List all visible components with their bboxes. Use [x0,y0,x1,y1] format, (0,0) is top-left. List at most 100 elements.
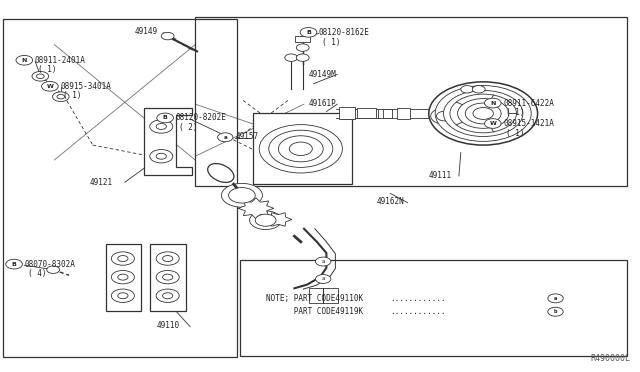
Circle shape [118,274,128,280]
Circle shape [156,153,166,159]
Text: a: a [321,276,325,282]
Text: 08915-1421A: 08915-1421A [503,119,554,128]
Circle shape [118,293,128,299]
Text: 49110: 49110 [157,321,180,330]
Bar [357,108,376,118]
Circle shape [118,256,128,262]
Circle shape [150,120,173,133]
Circle shape [289,142,312,155]
Text: N: N [490,100,495,106]
Circle shape [32,71,49,81]
Circle shape [218,133,233,142]
Text: 08120-8162E: 08120-8162E [319,28,369,37]
Bar [240,260,627,356]
Circle shape [431,108,459,124]
Bar [339,107,355,119]
Polygon shape [150,244,186,311]
Polygon shape [265,213,292,226]
Circle shape [163,256,173,262]
Circle shape [16,55,33,65]
Circle shape [458,99,509,128]
Text: 49149: 49149 [134,27,157,36]
Text: b: b [464,109,468,114]
Circle shape [436,111,453,121]
Circle shape [461,86,474,93]
Circle shape [156,252,179,265]
Text: W: W [47,84,53,89]
Circle shape [47,266,60,273]
Bar [195,17,627,186]
Circle shape [548,307,563,316]
Text: PART CODE49119K: PART CODE49119K [266,307,363,316]
Circle shape [465,103,501,124]
Text: B: B [306,30,311,35]
Bar [354,109,362,118]
Circle shape [161,32,174,40]
Circle shape [221,183,262,207]
Text: 49157: 49157 [236,132,259,141]
Text: ( 1): ( 1) [38,65,56,74]
Circle shape [228,187,255,203]
Bar [383,109,392,118]
Circle shape [473,108,493,119]
Circle shape [255,214,276,226]
FancyBboxPatch shape [253,113,352,184]
Circle shape [156,289,179,302]
Circle shape [156,270,179,284]
Circle shape [163,274,173,280]
Circle shape [36,74,44,78]
Circle shape [548,294,563,303]
FancyBboxPatch shape [295,36,310,42]
Text: 49149M: 49149M [309,70,337,79]
Ellipse shape [208,164,234,182]
Text: a: a [321,259,325,264]
Circle shape [444,90,523,137]
Text: b: b [554,309,557,314]
Circle shape [484,98,501,108]
Text: ( 1): ( 1) [63,92,82,100]
Circle shape [269,130,333,167]
Circle shape [156,124,166,129]
Circle shape [285,54,298,61]
Text: 49162N: 49162N [376,198,404,206]
Circle shape [6,259,22,269]
Text: ( 1): ( 1) [506,108,525,117]
Text: 49121: 49121 [90,178,113,187]
Text: ( 4): ( 4) [28,269,46,278]
Circle shape [300,28,317,37]
Circle shape [450,94,516,133]
Text: 08070-8302A: 08070-8302A [24,260,75,269]
Circle shape [57,94,65,99]
Text: W: W [490,121,496,126]
Text: 49111: 49111 [429,171,452,180]
Circle shape [296,44,309,51]
Bar [3,19,237,357]
Text: ( 1): ( 1) [506,129,525,138]
Text: a: a [554,296,557,301]
Circle shape [42,81,58,91]
Circle shape [316,275,331,283]
Text: B: B [12,262,17,267]
Circle shape [150,150,173,163]
Circle shape [163,293,173,299]
Circle shape [278,136,323,162]
Circle shape [259,125,342,173]
Circle shape [472,86,485,93]
Circle shape [316,257,331,266]
Bar [397,108,410,119]
Circle shape [111,289,134,302]
Text: ............: ............ [390,294,446,303]
Circle shape [52,92,69,102]
Bar [342,108,353,119]
Text: 49161P: 49161P [309,99,337,108]
Text: 08915-3401A: 08915-3401A [60,82,111,91]
Text: B: B [163,115,168,121]
Polygon shape [106,244,141,311]
Circle shape [429,82,538,145]
Circle shape [250,211,282,230]
Circle shape [296,54,309,61]
Text: N: N [22,58,27,63]
Polygon shape [238,198,274,219]
Text: ( 1): ( 1) [322,38,340,46]
Text: 08911-6422A: 08911-6422A [503,99,554,108]
